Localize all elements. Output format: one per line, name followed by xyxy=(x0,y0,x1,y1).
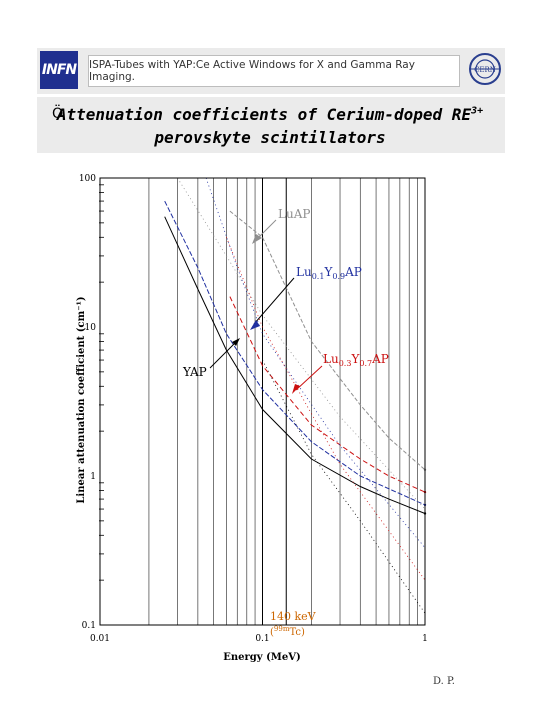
annotation-140kev: 140 keV xyxy=(270,610,317,623)
x-tick-label: 0.1 xyxy=(255,634,269,644)
annotation-yap: YAP xyxy=(182,365,207,379)
cern-logo-text: CERN xyxy=(474,66,496,74)
series-line-lu0-3y0-7ap xyxy=(229,296,426,493)
component-curve xyxy=(226,237,426,581)
y-tick-label: 0.1 xyxy=(82,621,96,631)
title-text-2: perovskyte scintillators xyxy=(154,128,386,147)
x-tick-label: 1 xyxy=(422,634,428,644)
plot-frame xyxy=(99,177,426,626)
header-banner: ISPA-Tubes with YAP:Ce Active Windows fo… xyxy=(88,55,460,87)
y-tick-label: 1 xyxy=(90,472,96,482)
title-bullet-icon: Ö xyxy=(52,106,64,122)
annotation-lu03: Lu0.3Y0.7AP xyxy=(323,352,389,368)
annotation-yap-arrow xyxy=(209,341,237,369)
infn-logo-icon: INFN xyxy=(40,51,78,89)
component-curve xyxy=(262,359,426,614)
title-text-1: Attenuation coefficients of Cerium-doped… xyxy=(56,105,472,124)
series-line-luap xyxy=(229,210,426,471)
cern-logo-icon: CERN xyxy=(469,53,501,85)
title-sup: 3+ xyxy=(471,105,484,117)
annotation-lu03-arrowhead xyxy=(292,384,300,394)
component-curve xyxy=(177,177,426,510)
annotation-luap: LuAP xyxy=(278,207,310,221)
y-tick-label: 100 xyxy=(79,174,96,184)
annotation-lu01: Lu0.1Y0.9AP xyxy=(296,265,362,281)
annotation-lu01-arrow xyxy=(253,277,295,325)
series-line-yap xyxy=(164,216,426,514)
annotation-tc99m: (99mTc) xyxy=(270,625,305,638)
header-banner-text: ISPA-Tubes with YAP:Ce Active Windows fo… xyxy=(89,59,415,83)
x-axis-label: Energy (MeV) xyxy=(223,652,300,663)
y-axis-label: Linear attenuation coefficient (cm⁻¹) xyxy=(76,296,87,503)
title-line-2: perovskyte scintillators xyxy=(0,128,540,147)
annotation-luap-arrowhead xyxy=(252,234,262,244)
component-curve xyxy=(205,177,426,548)
signature: D. P. xyxy=(433,676,455,687)
annotation-yap-arrowhead xyxy=(232,338,240,346)
series-line-lu0-1y0-9ap xyxy=(164,200,426,506)
annotation-lu03-arrow xyxy=(295,365,323,391)
annotation-lu01-arrowhead xyxy=(250,320,260,330)
title-bar xyxy=(37,97,505,153)
title-line-1: Attenuation coefficients of Cerium-doped… xyxy=(0,105,540,124)
x-tick-label: 0.01 xyxy=(90,634,110,644)
y-tick-label: 10 xyxy=(85,323,97,333)
